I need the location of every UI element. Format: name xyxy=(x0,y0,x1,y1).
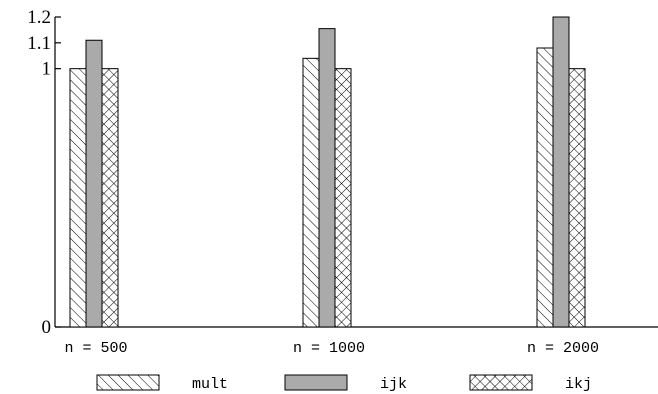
bar-ikj-2 xyxy=(334,68,352,328)
legend: mult ijk ikj xyxy=(96,374,592,393)
bar-mult-1 xyxy=(69,68,87,328)
bar-mult-3 xyxy=(536,47,554,328)
x-tick-label: n = 500 xyxy=(64,340,127,357)
y-tick-label: 0 xyxy=(42,317,52,338)
y-tick-label: 1.2 xyxy=(27,7,51,28)
legend-swatch-ikj xyxy=(469,374,533,391)
bar-ijk-3 xyxy=(552,16,570,328)
bar-mult-2 xyxy=(302,57,320,328)
bar-ikj-1 xyxy=(101,68,119,328)
y-tick-group: 0 1 1.1 1.2 xyxy=(27,7,61,338)
legend-label: ikj xyxy=(565,376,592,393)
legend-swatch-ijk xyxy=(284,374,348,391)
bar-ijk-2 xyxy=(318,28,336,328)
bars-group xyxy=(69,16,586,328)
x-tick-label: n = 2000 xyxy=(527,340,599,357)
legend-label: mult xyxy=(192,376,228,393)
bar-ikj-3 xyxy=(568,68,586,328)
legend-swatch-mult xyxy=(96,374,160,391)
x-tick-label: n = 1000 xyxy=(293,340,365,357)
bar-ijk-1 xyxy=(85,39,103,328)
y-tick-label: 1 xyxy=(42,59,52,80)
x-tick-label-group: n = 500 n = 1000 n = 2000 xyxy=(64,340,599,357)
legend-label: ijk xyxy=(380,376,407,393)
y-tick-label: 1.1 xyxy=(27,33,51,54)
